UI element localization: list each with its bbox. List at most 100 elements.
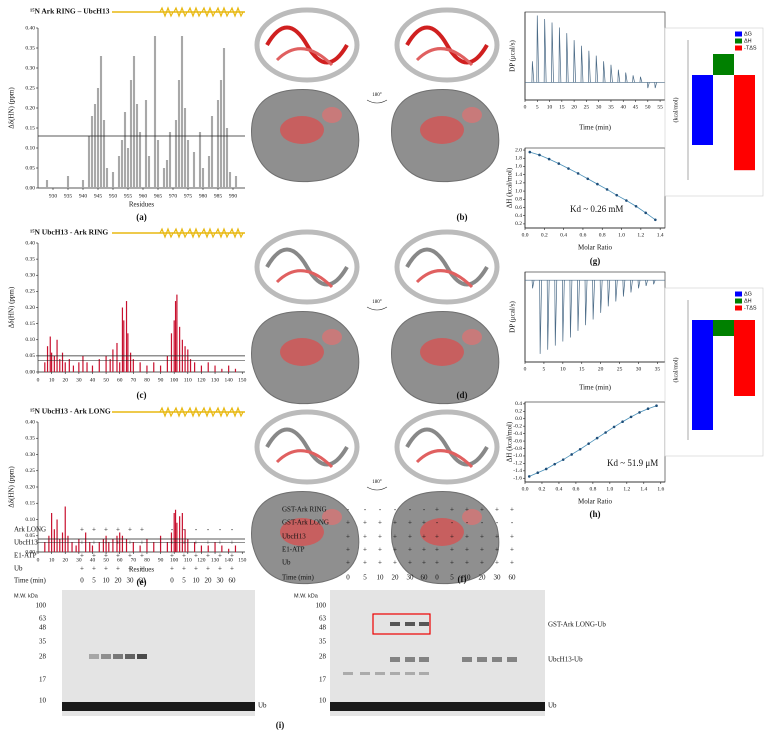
- x-tick-label: 955: [124, 193, 133, 199]
- y-tick-label: 0.30: [25, 65, 35, 71]
- bar: [181, 513, 183, 552]
- lane-cell: +: [422, 533, 426, 541]
- surface-patch: [462, 107, 482, 123]
- surface-patch: [420, 338, 464, 366]
- structure-panel: 180° (d): [251, 229, 500, 405]
- time-label: 0: [80, 577, 84, 585]
- injection-peak: [588, 50, 591, 83]
- bar: [187, 539, 189, 552]
- lane-cell: +: [80, 539, 84, 547]
- x-tick-label: 0.4: [560, 232, 567, 238]
- y-tick-label: -1.2: [513, 461, 522, 467]
- lane-cell: +: [346, 533, 350, 541]
- injection-peak: [622, 280, 626, 297]
- y-tick-label: 0.2: [515, 221, 522, 227]
- band-label: GST-Ark LONG-Ub: [548, 621, 606, 629]
- data-point: [536, 471, 540, 474]
- row-label: Time (min): [14, 577, 46, 585]
- lane-cell: +: [92, 526, 96, 534]
- energy-bar: [713, 54, 734, 75]
- legend-swatch: [735, 291, 742, 297]
- time-label: 20: [115, 577, 123, 585]
- lane-cell: +: [116, 552, 120, 560]
- x-tick-label: 30: [76, 377, 82, 383]
- ribbon: [275, 47, 334, 67]
- y-tick-label: 0.35: [25, 45, 35, 51]
- lane-cell: +: [140, 526, 144, 534]
- injection-peak: [614, 280, 618, 302]
- data-point: [644, 211, 647, 215]
- lane-cell: -: [423, 506, 426, 514]
- data-point: [638, 411, 641, 414]
- data-point: [578, 447, 582, 451]
- lane-cell: -: [207, 526, 210, 534]
- bar: [186, 140, 190, 188]
- gel-band: [405, 657, 415, 662]
- mw-marker: 17: [319, 676, 327, 684]
- ribbon: [394, 229, 500, 305]
- lane-cell: +: [480, 546, 484, 554]
- lane-cell: -: [409, 506, 412, 514]
- lane-cell: +: [378, 533, 382, 541]
- panel-label: (i): [276, 720, 285, 730]
- bar: [200, 365, 203, 372]
- injection-peak: [569, 280, 573, 338]
- time-label: 10: [193, 577, 201, 585]
- injection-peak: [652, 280, 656, 285]
- lane-cell: +: [450, 559, 454, 567]
- bar: [59, 539, 61, 552]
- gel-band: [62, 702, 255, 711]
- y-tick-label: 1.2: [515, 180, 522, 186]
- bar: [45, 180, 49, 188]
- helix: [159, 227, 244, 239]
- row-label: GST-Ark RING: [282, 506, 327, 514]
- lane-cell: +: [104, 552, 108, 560]
- bar: [56, 519, 58, 552]
- bar: [125, 539, 128, 552]
- ribbon: [405, 25, 489, 65]
- bar: [176, 294, 178, 372]
- lane-cell: +: [495, 506, 499, 514]
- row-label: E1-ATP: [282, 546, 305, 554]
- bar: [96, 88, 100, 188]
- gel-band: [113, 654, 123, 659]
- lane-cell: +: [230, 552, 234, 560]
- x-axis-label: Residues: [129, 566, 155, 574]
- ribbon: [275, 449, 334, 469]
- y-tick-label: 0.6: [515, 205, 522, 211]
- x-tick-label: 0: [524, 366, 527, 372]
- y-tick-label: 0.10: [25, 145, 35, 151]
- time-label: 5: [182, 577, 186, 585]
- bar: [82, 355, 84, 372]
- bar: [61, 352, 64, 372]
- legend-label: -TΔS: [744, 45, 757, 51]
- bar: [119, 362, 121, 372]
- mw-label: M.W. kDa: [14, 593, 39, 599]
- panel-label: (g): [590, 256, 601, 266]
- gel-band: [405, 622, 415, 626]
- x-tick-label: 0.0: [522, 486, 529, 492]
- y-tick-label: -0.6: [513, 438, 522, 444]
- time-label: 10: [377, 574, 385, 582]
- surface-patch: [420, 518, 464, 546]
- y-tick-label: 0.0: [515, 416, 522, 422]
- bar: [75, 545, 77, 552]
- data-point: [527, 475, 531, 478]
- bar: [183, 108, 187, 188]
- legend-swatch: [735, 298, 742, 304]
- x-axis-label: Molar Ratio: [578, 498, 613, 506]
- data-point: [561, 458, 565, 461]
- x-tick-label: 935: [64, 193, 73, 199]
- x-tick-label: 10: [49, 557, 55, 563]
- x-tick-label: 140: [225, 557, 234, 563]
- injection-peak: [536, 15, 540, 83]
- bar: [86, 362, 88, 372]
- lane-cell: -: [231, 526, 234, 534]
- lane-cell: +: [495, 559, 499, 567]
- mw-marker: 100: [36, 602, 47, 610]
- bar: [111, 172, 115, 188]
- x-tick-label: 60: [117, 557, 123, 563]
- lane-cell: +: [194, 539, 198, 547]
- y-tick-label: 1.4: [515, 172, 522, 178]
- injection-peak: [624, 72, 628, 83]
